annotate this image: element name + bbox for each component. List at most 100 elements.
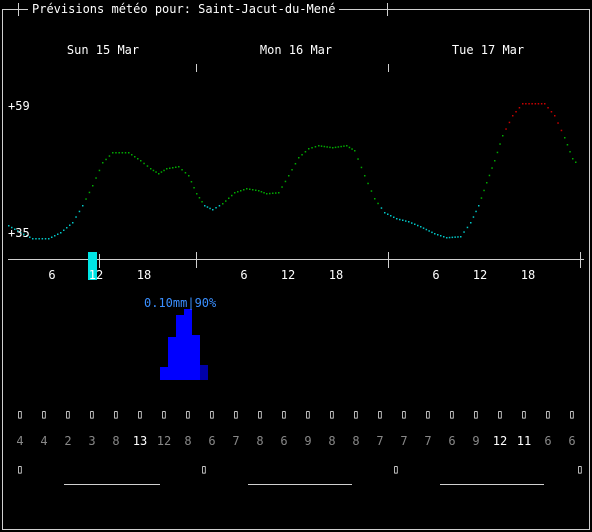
temperature-point [560, 129, 563, 132]
temperature-point [496, 151, 499, 154]
temperature-point [480, 197, 483, 199]
moon-phase-icon: ▯ [16, 462, 24, 476]
temperature-point [334, 146, 337, 149]
temperature-point [437, 234, 439, 236]
temperature-point [85, 198, 87, 200]
temperature-point [428, 230, 430, 232]
temperature-point [478, 205, 480, 207]
temperature-point [377, 202, 379, 205]
temperature-point [92, 185, 94, 187]
temperature-point [163, 169, 165, 172]
temperature-point [131, 154, 133, 156]
temperature-point [311, 147, 313, 149]
temperature-point [281, 186, 283, 188]
precipitation-bar [184, 309, 192, 380]
temperature-point [158, 173, 160, 175]
temperature-point [390, 215, 392, 217]
temperature-point [488, 174, 491, 177]
temperature-point [88, 191, 91, 194]
temperature-point [463, 231, 465, 233]
temperature-point [60, 232, 62, 234]
temperature-point [63, 229, 65, 231]
temperature-point [508, 121, 511, 124]
temperature-point [557, 122, 559, 124]
temperature-point [440, 235, 442, 237]
temperature-point [402, 219, 404, 221]
temperature-point [237, 191, 239, 193]
temperature-point [569, 151, 571, 153]
wind-speed: 6 [544, 434, 552, 448]
temperature-point [75, 216, 77, 218]
temperature-point [188, 175, 190, 177]
temperature-point [115, 152, 117, 154]
temperature-point [284, 180, 287, 183]
temperature-point [215, 207, 217, 209]
temperature-point [399, 218, 401, 221]
temperature-point [525, 103, 527, 105]
temperature-point [454, 236, 456, 238]
wind-speed: 8 [112, 434, 120, 448]
temperature-point [206, 206, 209, 208]
temperature-point [332, 147, 334, 149]
time-axis [99, 252, 581, 268]
wind-speed: 2 [64, 434, 72, 448]
temperature-point [35, 238, 37, 240]
precipitation-bar [176, 315, 184, 380]
temperature-point [29, 236, 31, 238]
temperature-point [240, 190, 242, 192]
temperature-point [531, 103, 533, 105]
weather-symbol-icon: ▯ [160, 407, 168, 421]
temperature-point [260, 191, 263, 193]
temperature-point [269, 192, 271, 195]
temperature-point [308, 148, 310, 150]
temperature-point [108, 155, 111, 157]
temperature-point [572, 158, 574, 160]
wind-speed: 12 [156, 434, 172, 448]
temperature-point [8, 225, 10, 227]
moon-phase-icon: ▯ [200, 462, 208, 476]
weather-symbol-icon: ▯ [136, 407, 144, 421]
temperature-point [294, 163, 297, 165]
temperature-point [112, 152, 114, 154]
temperature-point [134, 156, 136, 158]
temperature-point [234, 192, 236, 194]
hour-label: 12 [280, 268, 296, 282]
temperature-point [41, 238, 44, 240]
temperature-point [243, 189, 245, 191]
temperature-point [475, 210, 477, 213]
temperature-point [522, 103, 524, 105]
temperature-point [540, 103, 543, 105]
temperature-point [178, 166, 180, 168]
wind-speed: 7 [376, 434, 384, 448]
temperature-point [82, 205, 84, 207]
temperature-point [566, 144, 569, 146]
temperature-point [466, 226, 469, 229]
temperature-point [169, 167, 171, 169]
temperature-point [231, 194, 233, 197]
wind-speed: 6 [448, 434, 456, 448]
temperature-point [446, 237, 448, 239]
temperature-point [343, 145, 345, 147]
temperature-point [537, 103, 540, 105]
temperature-point [547, 107, 549, 109]
wind-speed: 7 [232, 434, 240, 448]
temperature-point [222, 203, 224, 205]
temperature-point [160, 171, 163, 173]
wind-speed: 8 [352, 434, 360, 448]
temperature-point [190, 181, 193, 183]
temperature-point [218, 205, 221, 207]
temperature-point [198, 197, 201, 199]
temperature-point [291, 169, 293, 171]
temperature-point [384, 212, 386, 214]
temperature-point [505, 128, 507, 130]
temperature-point [472, 216, 475, 218]
temperature-point [387, 213, 389, 215]
temperature-point [288, 175, 290, 177]
temperature-point [66, 227, 68, 229]
window-title: Prévisions météo pour: Saint-Jacut-du-Me… [28, 1, 340, 17]
temperature-point [128, 152, 130, 154]
weather-symbol-icon: ▯ [496, 407, 504, 421]
wind-speed: 4 [40, 434, 48, 448]
temperature-point [370, 190, 373, 192]
